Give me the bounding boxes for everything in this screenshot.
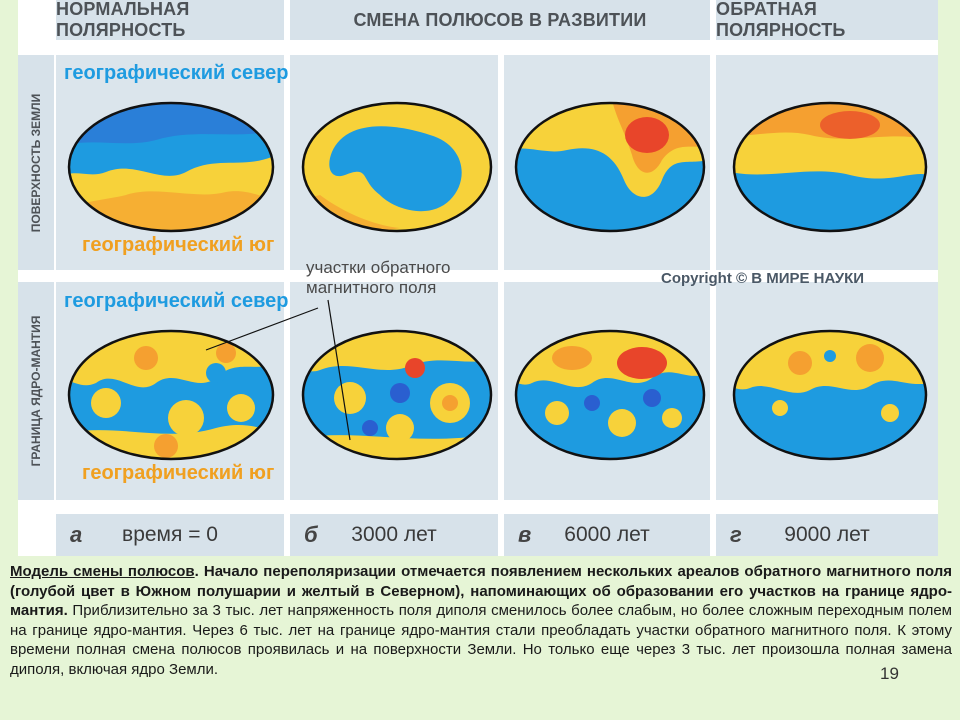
time-value-c: 6000 лет — [564, 523, 650, 546]
map-surface-time-3000 — [301, 101, 493, 233]
row-label-surface: ПОВЕРХНОСТЬ ЗЕМЛИ — [18, 55, 54, 270]
label-south-surface: географический юг — [82, 234, 275, 256]
map-core-time-0 — [67, 329, 275, 461]
figure-caption: Модель смены полюсов. Начало переполяриз… — [10, 562, 952, 680]
callout-reverse-patches: участки обратного магнитного поля — [306, 258, 451, 297]
label-south-core: географический юг — [82, 462, 275, 484]
time-cell-b: б 3000 лет — [290, 514, 498, 556]
header-normal-polarity: НОРМАЛЬНАЯ ПОЛЯРНОСТЬ — [56, 0, 284, 40]
page-number: 19 — [880, 664, 899, 683]
map-core-time-3000 — [301, 329, 493, 461]
header-pole-change: СМЕНА ПОЛЮСОВ В РАЗВИТИИ — [290, 0, 710, 40]
time-cell-d: г 9000 лет — [716, 514, 938, 556]
label-north-surface: географический север — [64, 62, 289, 84]
map-surface-time-6000 — [514, 101, 706, 233]
map-surface-time-9000 — [732, 101, 928, 233]
time-letter-c: в — [518, 522, 532, 547]
caption-lead: Модель смены полюсов — [10, 563, 195, 580]
time-cell-a: а время = 0 — [56, 514, 284, 556]
map-core-time-9000 — [732, 329, 928, 461]
map-core-time-6000 — [514, 329, 706, 461]
time-value-b: 3000 лет — [351, 523, 437, 546]
time-letter-d: г — [730, 522, 742, 547]
time-value-a: время = 0 — [122, 523, 218, 546]
row-label-core-mantle: ГРАНИЦА ЯДРО-МАНТИЯ — [18, 282, 54, 500]
header-reverse-polarity: ОБРАТНАЯ ПОЛЯРНОСТЬ — [716, 0, 938, 40]
time-letter-a: а — [70, 522, 83, 547]
time-cell-c: в 6000 лет — [504, 514, 710, 556]
time-letter-b: б — [304, 522, 318, 547]
copyright-notice: Copyright © В МИРЕ НАУКИ — [661, 270, 865, 287]
callout-leader-lines — [205, 299, 351, 441]
map-surface-time-0 — [67, 101, 275, 233]
figure-panel: НОРМАЛЬНАЯ ПОЛЯРНОСТЬ СМЕНА ПОЛЮСОВ В РА… — [18, 0, 938, 556]
time-value-d: 9000 лет — [784, 523, 870, 546]
label-north-core: географический север — [64, 290, 289, 312]
caption-rest: Приблизительно за 3 тыс. лет напряженнос… — [10, 602, 952, 678]
caption-bold: . Начало переполяризации отмечается появ… — [10, 563, 953, 620]
